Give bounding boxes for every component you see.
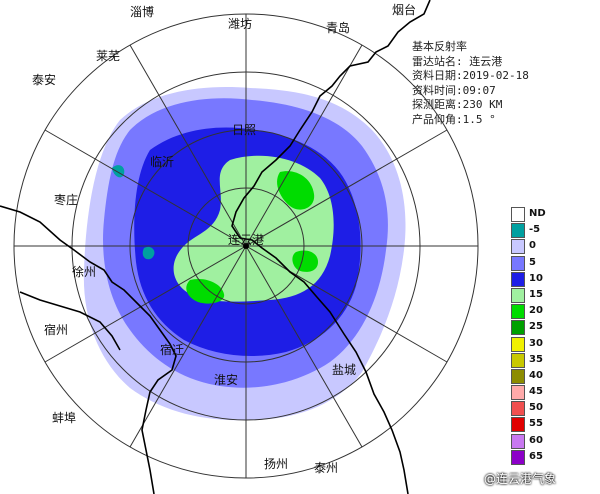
echo-minus5-dbz-b	[142, 246, 155, 260]
legend-swatch	[511, 223, 525, 239]
legend-item: 65	[511, 449, 569, 466]
elevation-label: 产品仰角:	[412, 112, 463, 126]
legend-label: 60	[529, 434, 543, 446]
legend-label: ND	[529, 208, 546, 219]
legend-label: 5	[529, 256, 536, 268]
legend-label: 45	[529, 386, 543, 398]
city-label-suzhou: 宿州	[44, 322, 68, 337]
legend-label: 40	[529, 369, 543, 381]
legend-item: 55	[511, 417, 569, 433]
province-border-north	[19, 291, 121, 351]
date-label: 资料日期:	[412, 69, 463, 82]
legend-item: 60	[511, 433, 569, 450]
boundaries	[0, 0, 431, 494]
legend-swatch	[511, 287, 525, 303]
legend-swatch	[511, 336, 525, 352]
product-name: 基本反射率	[412, 40, 467, 53]
city-label-taian: 泰安	[32, 72, 56, 87]
legend-item: 25	[511, 320, 569, 336]
city-label-rizhao: 日照	[232, 123, 256, 137]
product-info-panel: 基本反射率 雷达站名: 连云港 资料日期:2019-02-18 资料时间:09:…	[412, 40, 529, 127]
echo-layer	[83, 87, 406, 421]
legend-item: 30	[511, 336, 569, 353]
legend-item: 15	[511, 287, 569, 304]
echo-20-dbz-c	[292, 250, 318, 272]
legend-item: 40	[511, 368, 569, 385]
reflectivity-legend: ND -5 0 5 10 15 20 25 30 35 40 45 50 55 60 65	[511, 207, 569, 466]
echo-20-dbz-b	[186, 278, 225, 304]
legend-swatch	[511, 207, 525, 222]
legend-swatch	[511, 385, 525, 401]
legend-swatch	[511, 304, 525, 320]
legend-swatch	[511, 239, 525, 255]
legend-label: 0	[529, 240, 536, 252]
city-label-weifang: 潍坊	[228, 16, 252, 31]
elevation-row: 产品仰角:1.5 °	[412, 113, 529, 128]
city-label-xuzhou: 徐州	[72, 264, 96, 279]
legend-label: 65	[529, 450, 543, 462]
legend-swatch	[511, 449, 525, 465]
city-label-suqian: 宿迁	[160, 342, 184, 357]
legend-label: 50	[529, 402, 543, 414]
legend-swatch	[511, 271, 525, 287]
province-border-west	[0, 205, 177, 494]
city-label-taizhou: 泰州	[314, 461, 338, 475]
city-label-yangzhou: 扬州	[264, 456, 288, 471]
legend-swatch	[511, 352, 525, 368]
legend-item: 0	[511, 239, 569, 255]
city-label-laiwu: 莱芜	[96, 49, 120, 63]
city-label-bengbu: 蚌埠	[52, 411, 76, 425]
elevation-value: 1.5 °	[462, 112, 496, 126]
watermark: @连云港气象	[484, 472, 557, 486]
legend-item: 20	[511, 304, 569, 320]
time-value: 09:07	[462, 83, 496, 97]
city-label-zibo: 淄博	[130, 4, 154, 19]
legend-label: -5	[529, 224, 541, 236]
legend-item: 45	[511, 385, 569, 401]
legend-swatch	[511, 417, 525, 433]
city-label-lianyungang: 连云港	[228, 232, 264, 247]
legend-label: 30	[529, 337, 543, 349]
legend-swatch	[511, 433, 525, 449]
station-value: 连云港	[469, 54, 503, 68]
station-row: 雷达站名: 连云港	[412, 55, 529, 70]
legend-item: 10	[511, 271, 569, 288]
legend-swatch	[511, 255, 525, 271]
legend-item: 35	[511, 352, 569, 369]
range-row: 探测距离:230 KM	[412, 98, 529, 113]
time-label: 资料时间:	[412, 83, 463, 97]
legend-item: -5	[511, 223, 569, 239]
echo-20-dbz-a	[277, 171, 315, 210]
legend-item: 5	[511, 255, 569, 272]
date-value: 2019-02-18	[462, 69, 529, 82]
time-row: 资料时间:09:07	[412, 84, 529, 99]
radar-site	[243, 243, 249, 249]
legend-item: 50	[511, 401, 569, 417]
legend-label: 10	[529, 272, 543, 284]
legend-label: 15	[529, 288, 543, 300]
legend-swatch	[511, 368, 525, 384]
legend-swatch	[511, 320, 525, 336]
city-label-yantai: 烟台	[392, 2, 416, 17]
range-label: 探测距离:	[412, 98, 463, 111]
legend-item: ND	[511, 207, 569, 223]
city-label-qingdao: 青岛	[326, 20, 350, 35]
city-label-huaian: 淮安	[214, 372, 238, 387]
legend-label: 55	[529, 418, 543, 430]
legend-swatch	[511, 401, 525, 417]
city-label-yancheng: 盐城	[332, 363, 356, 377]
city-label-linyi: 临沂	[150, 155, 174, 169]
legend-label: 35	[529, 353, 543, 365]
date-row: 资料日期:2019-02-18	[412, 69, 529, 84]
city-label-zaozhuang: 枣庄	[54, 192, 78, 207]
city-labels: 淄博 潍坊 青岛 烟台 莱芜 泰安 日照 临沂 枣庄 连云港 徐州 宿州 宿迁 …	[32, 2, 416, 475]
legend-label: 25	[529, 321, 543, 333]
legend-label: 20	[529, 305, 543, 317]
range-value: 230 KM	[462, 98, 503, 111]
radar-site-marker	[243, 243, 249, 249]
coastline	[231, 0, 431, 494]
station-label: 雷达站名:	[412, 54, 463, 68]
